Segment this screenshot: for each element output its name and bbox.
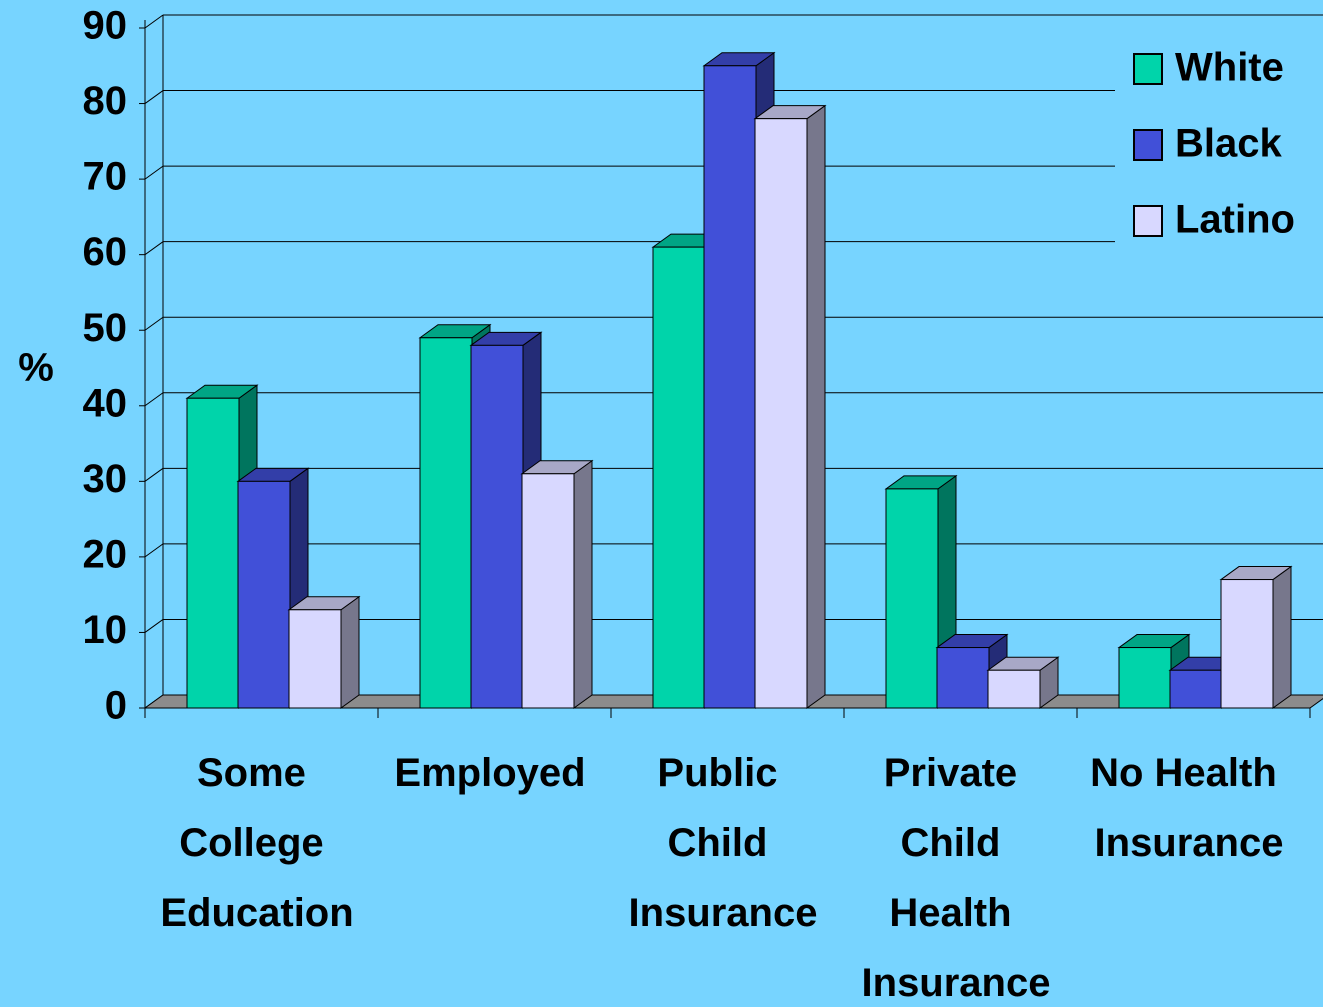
y-tick-label: 70 xyxy=(83,155,128,199)
grid-line xyxy=(144,241,164,256)
bar-side xyxy=(340,595,360,709)
bar xyxy=(1169,669,1223,709)
bar xyxy=(652,246,706,709)
bar xyxy=(1220,579,1274,709)
y-tick-label: 10 xyxy=(83,608,128,652)
y-tick-label: 30 xyxy=(83,457,128,501)
x-tick-label: No Health Insurance xyxy=(1090,751,1288,865)
legend-label: Latino xyxy=(1175,198,1295,242)
bar xyxy=(936,647,990,709)
bar xyxy=(470,344,524,709)
legend-swatch xyxy=(1133,205,1163,237)
bar xyxy=(288,609,342,709)
grid-line xyxy=(144,316,164,331)
x-tick-label-line: Insurance xyxy=(862,961,1051,1005)
y-tick-label: 20 xyxy=(83,532,128,576)
y-tick-label: 0 xyxy=(105,684,127,728)
grid-line xyxy=(144,392,164,407)
x-tick-label-line: No Health xyxy=(1090,751,1288,795)
x-tick-label-line: Child xyxy=(900,821,1011,865)
x-tick-label: Some College Education xyxy=(160,751,353,935)
bar-side xyxy=(573,459,593,709)
x-tick-label-line: Some xyxy=(197,751,317,795)
grid-line xyxy=(144,619,164,633)
bar xyxy=(703,65,757,709)
grid-line xyxy=(144,90,164,104)
x-tick-label-line: Education xyxy=(160,891,353,935)
bar xyxy=(885,488,939,709)
x-tick-label-line: Insurance xyxy=(1095,821,1284,865)
x-tick-label-line: Child xyxy=(667,821,778,865)
y-tick-label: 50 xyxy=(83,306,128,350)
bar xyxy=(521,473,575,709)
y-tick-label: 60 xyxy=(83,230,128,274)
bar xyxy=(419,337,473,709)
y-tick-label: 90 xyxy=(83,4,128,48)
legend-swatch xyxy=(1133,53,1163,85)
legend-label: Black xyxy=(1175,122,1282,166)
x-tick-label: Employed xyxy=(394,751,585,795)
bar xyxy=(1118,647,1172,709)
x-tick-label-line: College xyxy=(179,821,335,865)
legend-swatch xyxy=(1133,129,1163,161)
x-tick-label-line: Health xyxy=(889,891,1022,935)
grid-line xyxy=(144,467,164,482)
grid-line xyxy=(144,543,164,558)
x-tick-label-line: Employed xyxy=(394,751,585,795)
bar-side xyxy=(806,104,826,709)
bar xyxy=(237,480,291,709)
x-tick-label-line: Public xyxy=(657,751,788,795)
x-tick-label: Private Child Health Insurance xyxy=(862,751,1051,1005)
y-axis-label: % xyxy=(18,346,54,390)
y-tick-label: 40 xyxy=(83,381,128,425)
bar xyxy=(987,669,1041,709)
x-tick-label: Public Child Insurance xyxy=(629,751,818,935)
bar-side xyxy=(1272,565,1292,709)
bar xyxy=(186,397,240,709)
x-tick-label-line: Private xyxy=(884,751,1029,795)
bar xyxy=(754,118,808,709)
legend-label: White xyxy=(1175,46,1284,90)
grid-line xyxy=(144,165,164,180)
x-tick-label-line: Insurance xyxy=(629,891,818,935)
grid-line xyxy=(144,14,164,29)
y-tick-label: 80 xyxy=(83,79,128,123)
